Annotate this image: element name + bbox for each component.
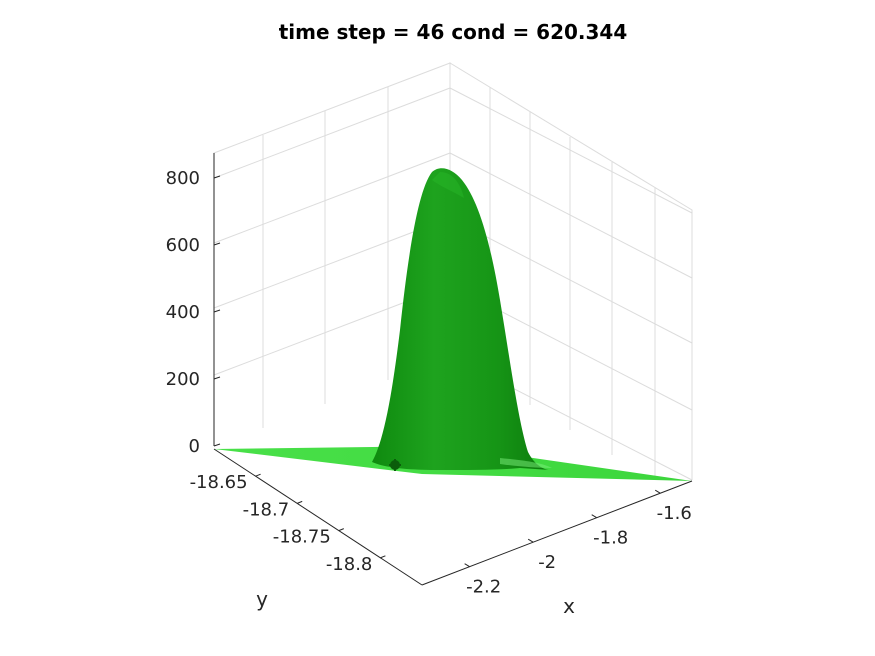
y-axis-line — [213, 448, 423, 586]
z-tick-label: 400 — [166, 302, 200, 323]
surface-marker — [389, 459, 401, 471]
z-tick-mark — [213, 175, 221, 179]
y-tick-mark — [255, 473, 261, 477]
axes — [213, 153, 693, 586]
y-tick-label: -18.8 — [326, 554, 373, 575]
x-axis-line — [421, 480, 693, 586]
surface-plot — [214, 168, 692, 481]
x-tick-label: -1.6 — [657, 503, 692, 524]
y-ticks: -18.8 -18.75 -18.7 -18.65 — [190, 472, 386, 575]
y-tick-mark — [338, 528, 344, 532]
x-tick-mark — [591, 514, 597, 519]
z-tick-mark — [213, 309, 221, 313]
z-tick-mark — [213, 376, 221, 380]
z-tick-label: 200 — [166, 369, 200, 390]
surface-peak-highlight — [432, 172, 464, 198]
y-tick-mark — [380, 555, 386, 559]
z-tick-mark — [213, 242, 221, 246]
x-axis-label: x — [563, 594, 575, 618]
x-tick-mark — [464, 563, 470, 568]
x-tick-mark — [527, 538, 534, 543]
z-tick-mark — [213, 443, 221, 447]
chart-title: time step = 46 cond = 620.344 — [279, 20, 628, 44]
z-tick-label: 800 — [166, 168, 200, 189]
x-tick-label: -2.2 — [466, 577, 501, 598]
x-tick-label: -1.8 — [593, 528, 628, 549]
y-tick-label: -18.7 — [243, 499, 290, 520]
z-tick-label: 600 — [166, 235, 200, 256]
y-axis-label: y — [256, 587, 268, 611]
x-tick-mark — [654, 489, 661, 494]
x-ticks: -2.2 -2 -1.8 -1.6 — [464, 489, 692, 598]
z-ticks: 0 200 400 600 800 — [166, 168, 221, 457]
x-tick-label: -2 — [538, 552, 556, 573]
surface-peak — [372, 168, 550, 471]
z-tick-label: 0 — [189, 436, 200, 457]
y-tick-label: -18.65 — [190, 472, 248, 493]
surface-base-shine — [500, 458, 552, 468]
y-tick-label: -18.75 — [273, 527, 331, 548]
y-tick-mark — [297, 500, 303, 504]
